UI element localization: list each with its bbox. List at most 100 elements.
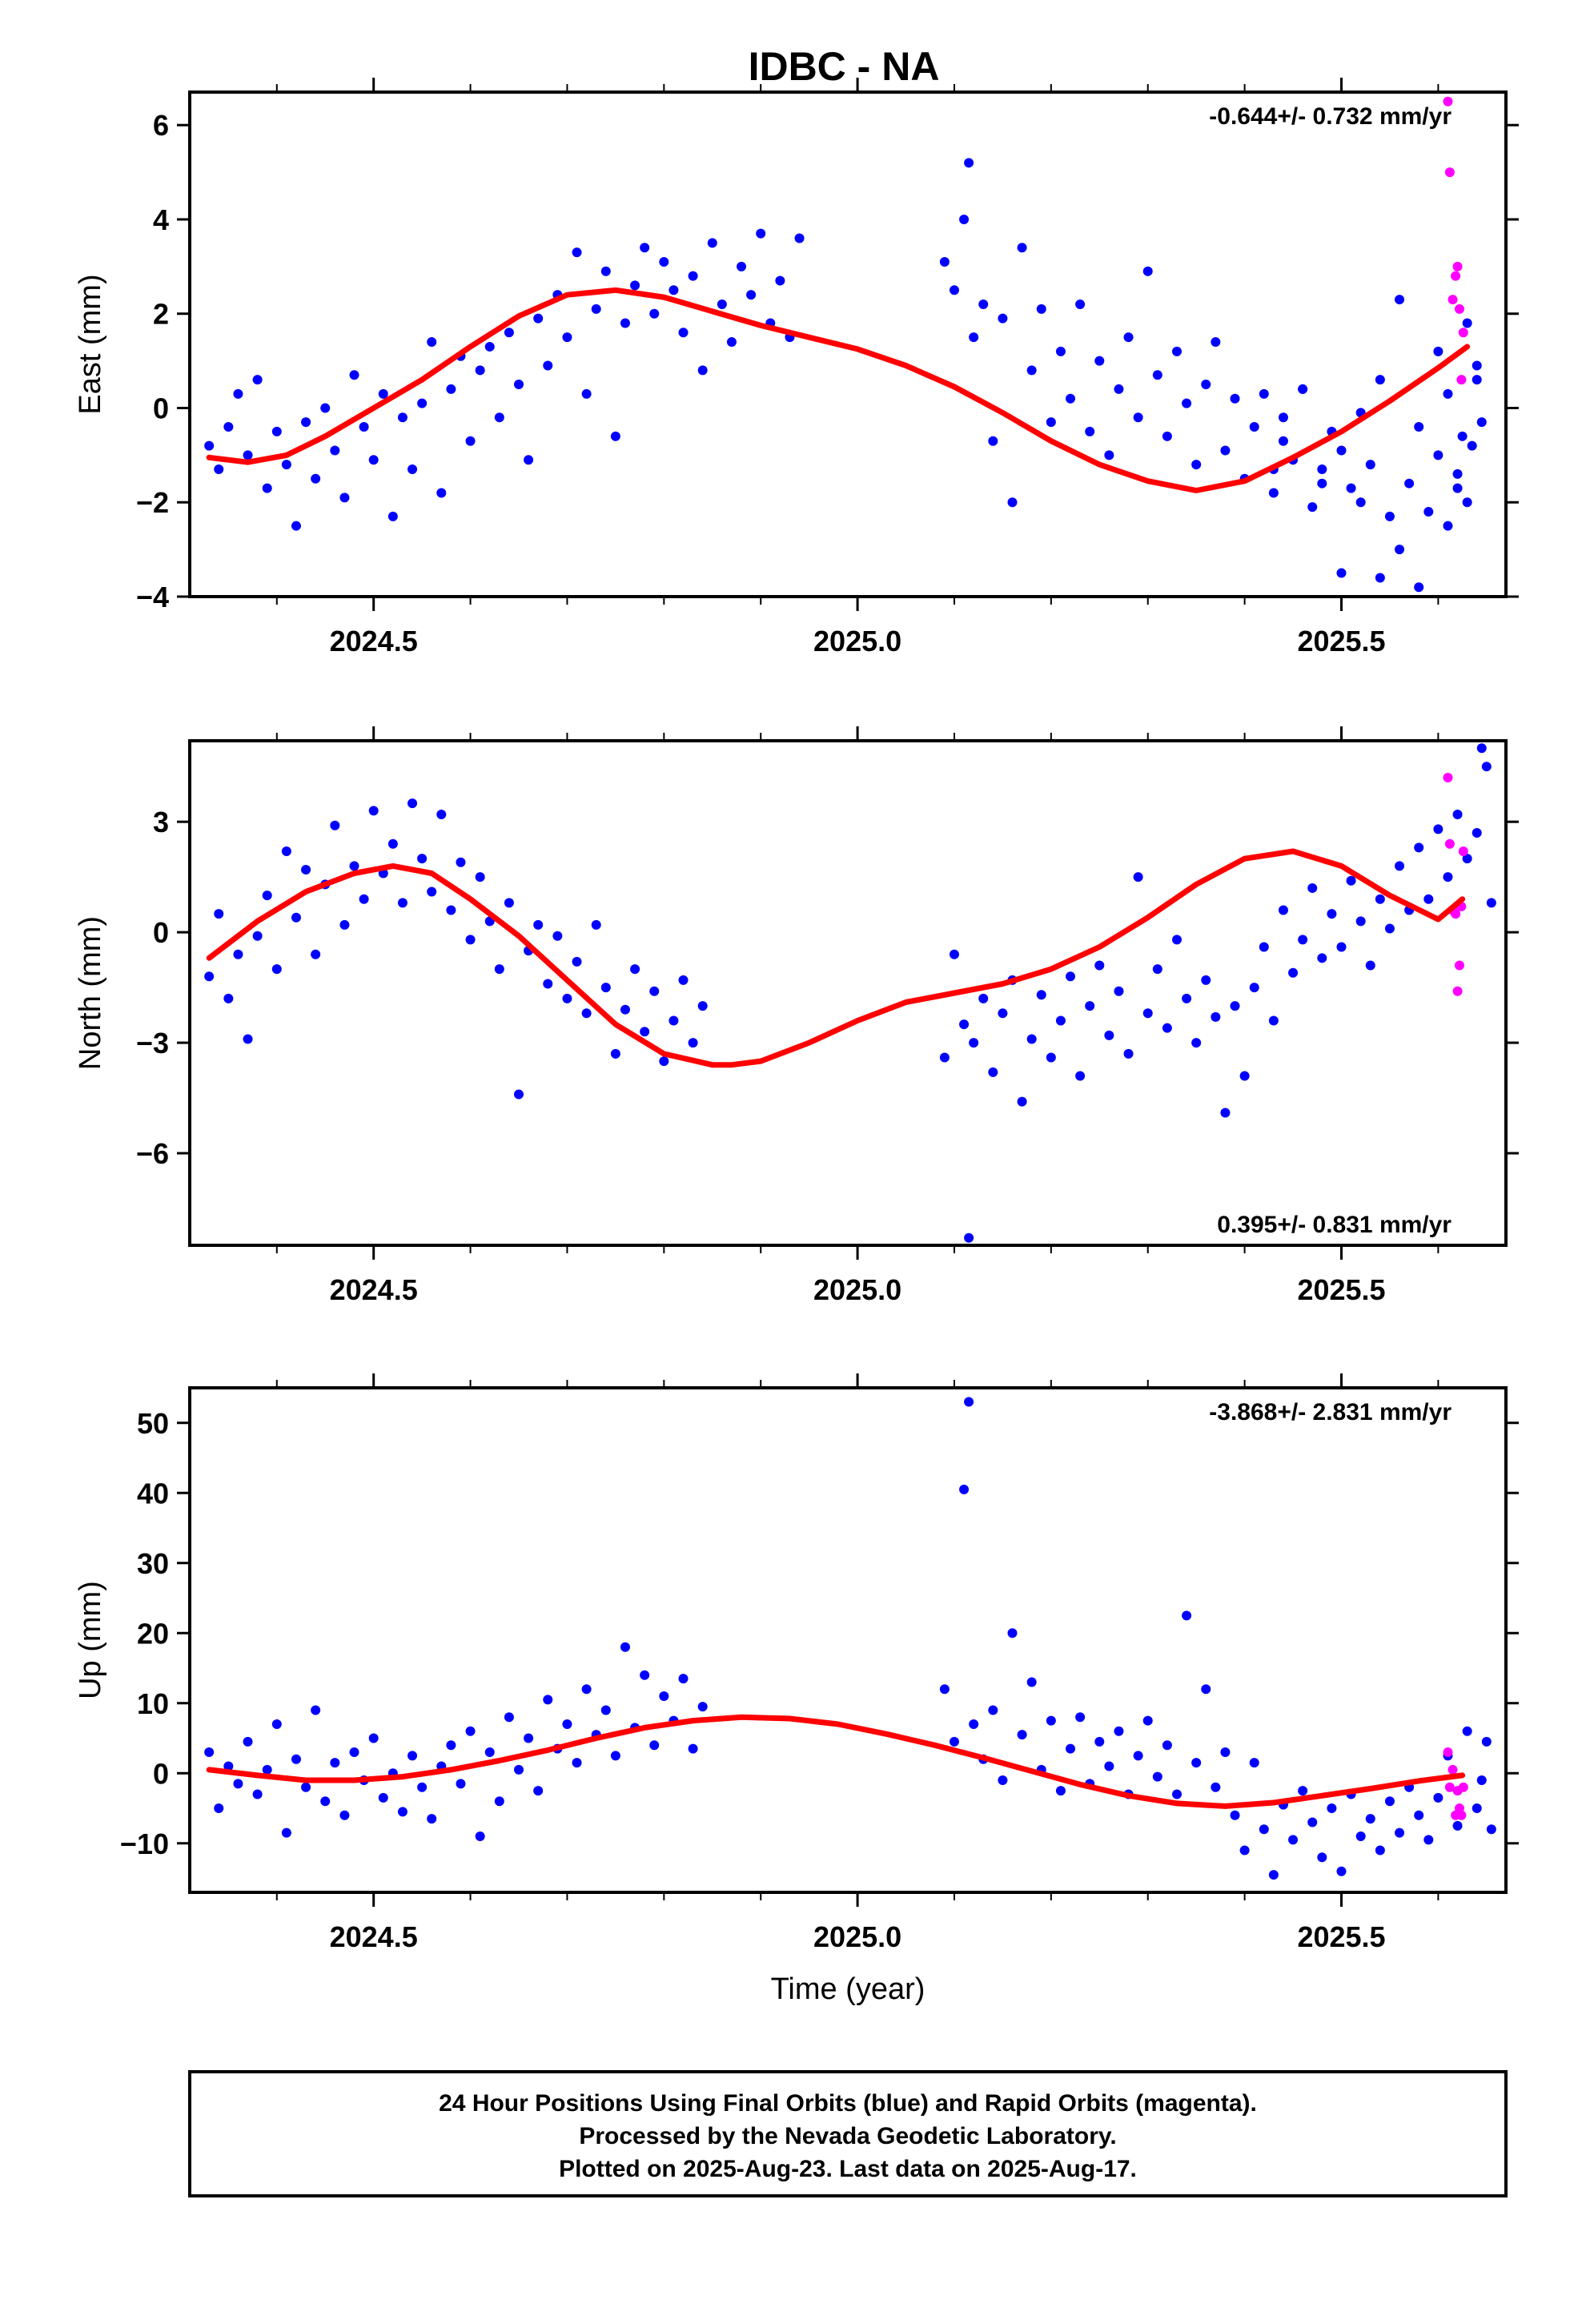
final-orbit-point <box>998 1775 1008 1785</box>
x-tick-label: 2024.5 <box>330 625 418 657</box>
final-orbit-point <box>964 158 974 168</box>
final-orbit-point <box>998 313 1008 324</box>
final-orbit-point <box>775 275 785 286</box>
north-panel: North (mm) 0.395+/- 0.831 mm/yr 2024.5 20… <box>74 726 1519 1306</box>
final-orbit-point <box>436 809 447 819</box>
final-orbit-point <box>214 464 224 475</box>
final-orbit-point <box>1211 1782 1221 1792</box>
final-orbit-point <box>427 1814 437 1824</box>
y-tick-label: −3 <box>136 1027 169 1059</box>
final-orbit-point <box>291 912 301 923</box>
final-orbit-point <box>1268 1015 1279 1026</box>
final-orbit-point <box>1433 824 1443 834</box>
final-orbit-point <box>1423 1835 1434 1845</box>
final-orbit-point <box>1486 898 1496 908</box>
final-orbit-point <box>1317 464 1327 475</box>
final-orbit-point <box>397 1807 408 1817</box>
final-orbit-point <box>1259 942 1269 952</box>
final-orbit-point <box>465 935 476 945</box>
final-orbit-point <box>524 455 534 465</box>
rapid-orbit-point <box>1451 909 1461 919</box>
y-tick-label: −10 <box>120 1827 169 1860</box>
final-orbit-point <box>591 919 601 930</box>
north-plot-frame <box>188 739 1508 1247</box>
final-orbit-point <box>504 1712 514 1723</box>
final-orbit-point <box>427 337 437 348</box>
final-orbit-point <box>1162 1023 1172 1033</box>
final-orbit-point <box>562 1719 572 1729</box>
final-orbit-point <box>610 431 620 441</box>
final-orbit-point <box>1066 971 1076 982</box>
model-fit-line <box>206 287 1471 493</box>
final-orbit-point <box>1055 1786 1066 1796</box>
final-orbit-point <box>610 1751 620 1761</box>
final-orbit-point <box>1239 1071 1250 1081</box>
final-orbit-point <box>1114 1726 1124 1736</box>
final-orbit-point <box>330 820 340 830</box>
y-tick-label: 3 <box>153 806 169 838</box>
final-orbit-point <box>1075 1071 1086 1081</box>
final-orbit-point <box>1443 872 1453 883</box>
final-orbit-point <box>243 1034 253 1044</box>
final-orbit-point <box>1085 1001 1095 1011</box>
final-orbit-point <box>1055 346 1066 356</box>
final-orbit-point <box>1365 960 1375 971</box>
final-orbit-point <box>339 493 350 503</box>
chart-title: IDBC - NA <box>749 44 940 89</box>
final-orbit-point <box>1142 266 1153 276</box>
final-orbit-point <box>1036 304 1046 314</box>
final-orbit-point <box>1452 1820 1463 1831</box>
final-orbit-point <box>1452 468 1463 479</box>
final-orbit-point <box>959 214 970 224</box>
final-orbit-point <box>939 1684 950 1695</box>
east-plot-area <box>204 96 1487 593</box>
final-orbit-point <box>1472 375 1482 385</box>
final-orbit-point <box>1046 1052 1056 1063</box>
final-orbit-point <box>1288 967 1299 978</box>
final-orbit-point <box>311 473 321 484</box>
final-orbit-point <box>1433 346 1443 356</box>
final-orbit-point <box>630 280 640 291</box>
rapid-orbit-point <box>1444 1782 1455 1792</box>
final-orbit-point <box>1443 388 1453 399</box>
final-orbit-point <box>978 299 989 309</box>
final-orbit-point <box>1476 1775 1487 1785</box>
final-orbit-point <box>204 971 215 982</box>
final-orbit-point <box>1452 483 1463 493</box>
final-orbit-point <box>1142 1008 1153 1019</box>
final-orbit-point <box>1017 1730 1027 1740</box>
final-orbit-point <box>659 1056 669 1067</box>
final-orbit-point <box>484 1747 495 1757</box>
final-orbit-point <box>1336 568 1347 578</box>
rapid-orbit-point <box>1443 772 1453 782</box>
final-orbit-point <box>359 894 369 904</box>
final-orbit-point <box>1433 1792 1443 1803</box>
final-orbit-point <box>659 1691 669 1701</box>
final-orbit-point <box>562 993 572 1003</box>
final-orbit-point <box>339 1810 350 1820</box>
final-orbit-point <box>484 341 495 352</box>
footer-line-3: Plotted on 2025-Aug-23. Last data on 202… <box>559 2156 1137 2182</box>
final-orbit-point <box>756 228 766 239</box>
final-orbit-point <box>349 1747 359 1757</box>
final-orbit-point <box>1476 417 1487 428</box>
final-orbit-point <box>969 332 979 343</box>
y-tick-label: 50 <box>137 1407 169 1440</box>
final-orbit-point <box>978 993 989 1003</box>
final-orbit-point <box>1298 1786 1308 1796</box>
final-orbit-point <box>988 1705 998 1715</box>
rapid-orbit-point <box>1444 838 1455 849</box>
final-orbit-point <box>717 299 727 309</box>
y-tick-label: 40 <box>137 1477 169 1510</box>
final-orbit-point <box>1114 986 1124 996</box>
final-orbit-point <box>1298 384 1308 394</box>
final-orbit-point <box>456 1779 466 1789</box>
final-orbit-point <box>669 285 679 296</box>
final-orbit-point <box>581 388 592 399</box>
final-orbit-point <box>688 1038 698 1048</box>
final-orbit-point <box>514 1764 524 1775</box>
east-plot-frame <box>188 90 1508 598</box>
final-orbit-point <box>1395 1827 1405 1838</box>
final-orbit-point <box>964 1397 974 1407</box>
final-orbit-point <box>339 919 350 930</box>
